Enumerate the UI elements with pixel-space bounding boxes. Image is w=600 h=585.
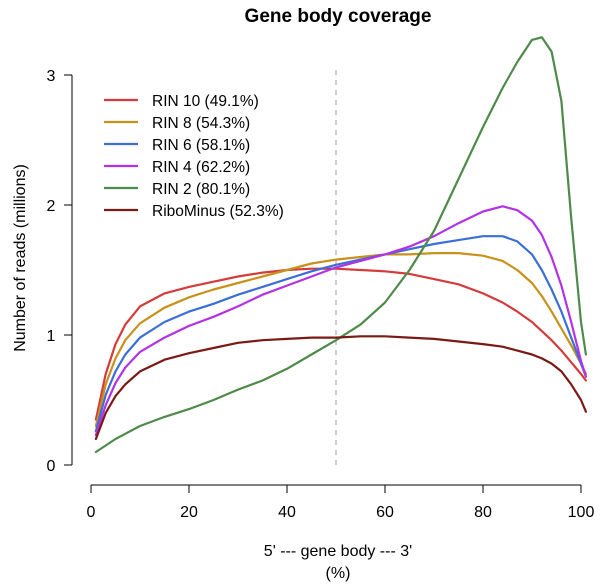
legend-label-1: RIN 10 (49.1%)	[152, 93, 259, 110]
x-axis-label-line2: (%)	[326, 565, 351, 582]
series-line-4	[94, 205, 588, 437]
chart-title: Gene body coverage	[245, 6, 432, 27]
y-tick-label: 3	[47, 68, 56, 85]
legend-label-5: RIN 2 (80.1%)	[152, 181, 250, 198]
y-tick-label: 0	[47, 458, 56, 475]
legend-label-6: RiboMinus (52.3%)	[152, 203, 284, 220]
legend-label-3: RIN 6 (58.1%)	[152, 137, 250, 154]
legend: RIN 10 (49.1%) RIN 8 (54.3%) RIN 6 (58.1%)…	[104, 93, 284, 220]
y-axis-label: Number of reads (millions)	[12, 164, 29, 352]
series-line-5	[94, 36, 588, 454]
legend-label-4: RIN 4 (62.2%)	[152, 159, 250, 176]
x-tick-label: 20	[180, 504, 198, 521]
x-axis: 0 20 40 60 80 100	[87, 484, 595, 521]
y-axis: 0 1 2 3	[47, 68, 73, 475]
x-axis-label-line1: 5' --- gene body --- 3'	[264, 543, 412, 560]
x-tick-label: 100	[568, 504, 595, 521]
x-tick-label: 40	[278, 504, 296, 521]
series-lines	[94, 36, 588, 454]
legend-label-2: RIN 8 (54.3%)	[152, 115, 250, 132]
y-tick-label: 2	[47, 198, 56, 215]
series-line-6	[94, 335, 588, 441]
x-tick-label: 0	[87, 504, 96, 521]
plot-area	[94, 36, 588, 468]
series-line-2	[94, 252, 588, 428]
series-line-1	[94, 267, 588, 421]
x-tick-label: 80	[474, 504, 492, 521]
x-tick-label: 60	[376, 504, 394, 521]
y-tick-label: 1	[47, 328, 56, 345]
